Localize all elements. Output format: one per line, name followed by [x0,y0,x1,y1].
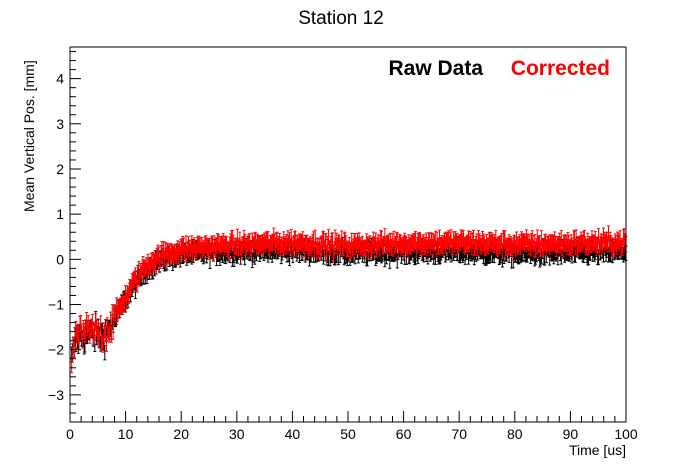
y-axis-title: Mean Vertical Pos. [mm] [21,60,37,212]
axes-layer: 0 10 20 30 40 50 60 70 80 90 100 −3 −2 −1 0 1 2 3 4 [48,46,638,442]
plot-frame [69,46,627,423]
y-tick-label: −3 [48,387,64,403]
x-tick-label: 50 [340,426,356,442]
series-1 [70,225,628,374]
x-tick-label: 100 [614,426,638,442]
y-tick-label: −2 [48,342,64,358]
x-tick-label: 20 [173,426,189,442]
x-tick-label: 40 [285,426,301,442]
y-tick-label: 1 [56,206,64,222]
legend-raw-data: Raw Data [388,57,483,80]
y-tick-label: 3 [56,116,64,132]
x-tick-label: 0 [66,426,74,442]
legend-corrected: Corrected [511,57,610,80]
x-axis-title: Time [us] [569,442,626,458]
x-tick-label: 10 [118,426,134,442]
y-tick-label: 0 [56,251,64,267]
x-tick-label: 90 [563,426,579,442]
x-tick-label: 60 [396,426,412,442]
chart-title: Station 12 [298,8,384,29]
data-layer [70,225,628,374]
y-tick-label: −1 [48,297,64,313]
x-tick-label: 70 [451,426,467,442]
y-tick-label: 2 [56,161,64,177]
x-tick-label: 80 [507,426,523,442]
y-tick-label: 4 [56,71,64,87]
x-tick-label: 30 [229,426,245,442]
